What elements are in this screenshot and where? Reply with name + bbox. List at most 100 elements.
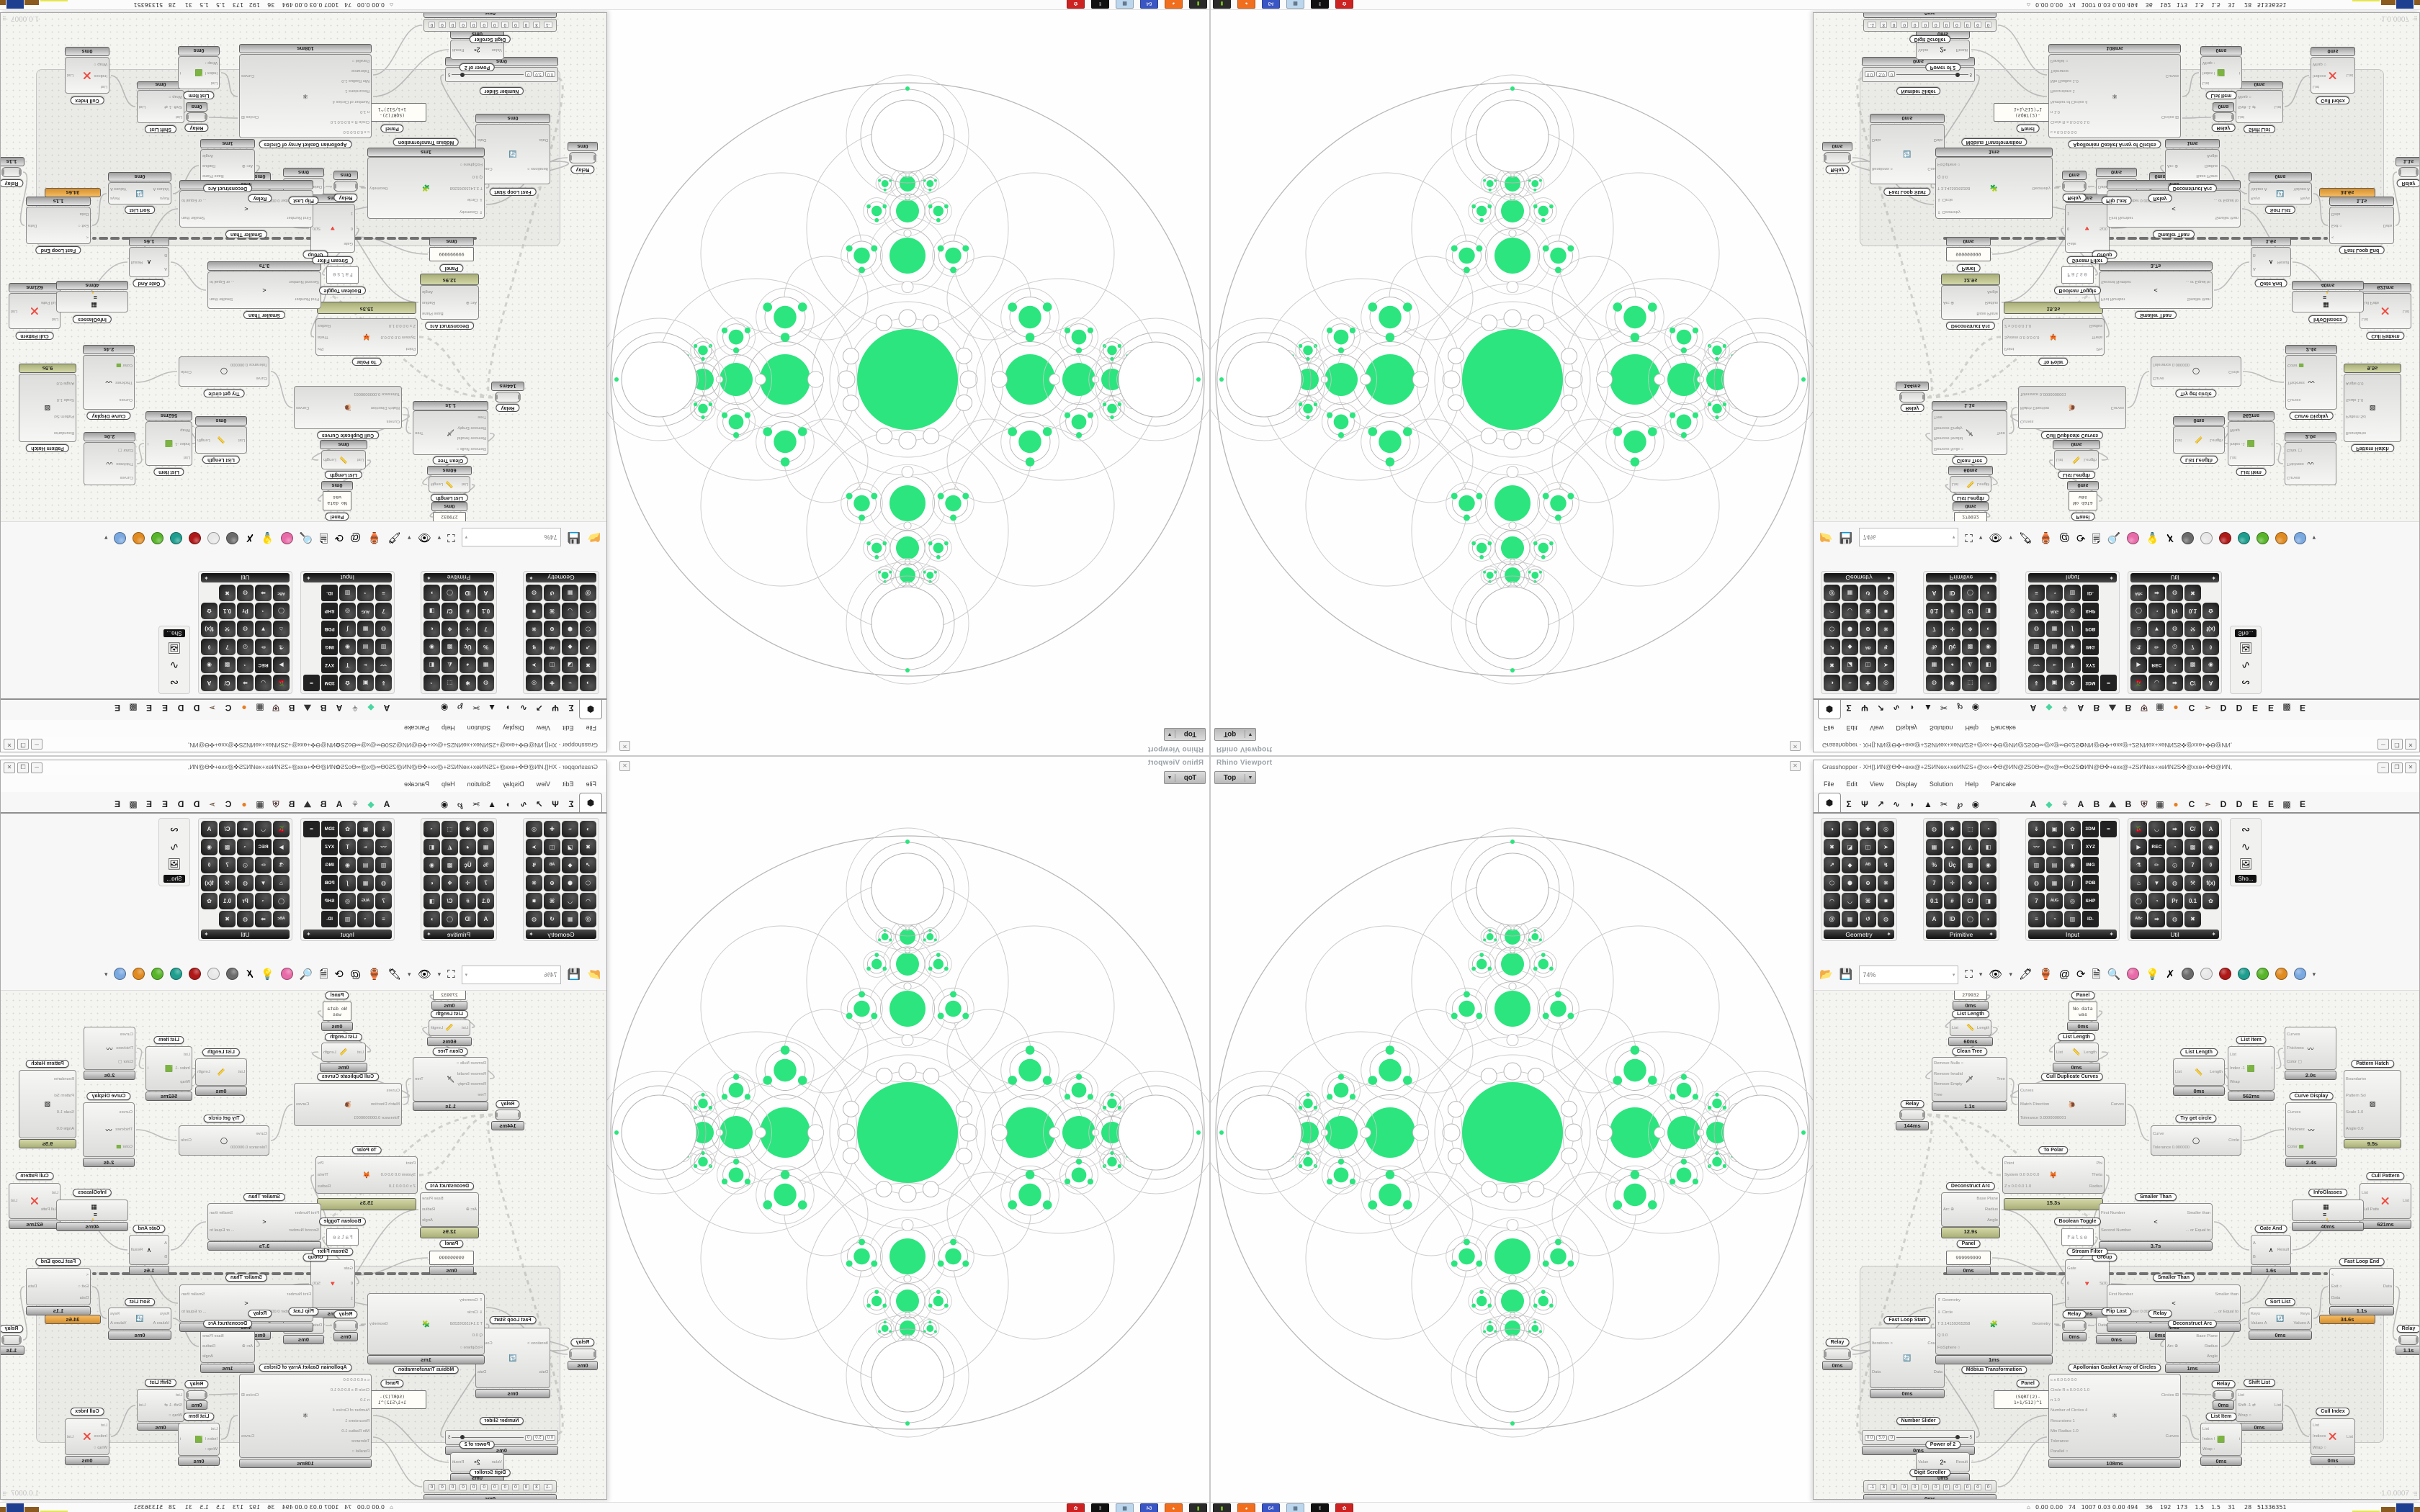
tab-icon[interactable]: ∿ bbox=[519, 799, 528, 809]
menu-solution[interactable]: Solution bbox=[1929, 780, 1953, 788]
component-icon[interactable]: PDB bbox=[321, 621, 338, 637]
component-icon[interactable]: ➡ bbox=[2148, 911, 2165, 927]
component-icon[interactable]: ✿ bbox=[2202, 603, 2219, 619]
exposure-icon[interactable]: 🏺 bbox=[367, 531, 381, 544]
tab-icon[interactable]: ▲ bbox=[488, 703, 496, 713]
resize-grip-icon[interactable]: ⠿ bbox=[2, 14, 6, 21]
red-gem-icon[interactable] bbox=[189, 531, 202, 545]
component-icon[interactable]: ⊕ bbox=[544, 875, 560, 891]
node-clean-tree[interactable]: Remove Nulls ○Remove Invalid ○Remove Emp… bbox=[413, 1057, 488, 1102]
component-icon[interactable]: ◯ bbox=[442, 911, 458, 927]
component-icon[interactable]: ✖ bbox=[219, 911, 236, 927]
tab-letter-A[interactable]: A bbox=[383, 799, 390, 809]
mini-panel-icon[interactable]: ∾ bbox=[2241, 676, 2251, 688]
dropdown-arrow-icon[interactable]: ▾ bbox=[408, 534, 411, 541]
component-icon[interactable]: ⬡ bbox=[580, 875, 596, 891]
mini-panel-label[interactable]: Sho... bbox=[2234, 629, 2257, 637]
component-icon[interactable]: ◫ bbox=[1860, 657, 1876, 673]
node-list-item[interactable]: List Index -1 Wrap 🟩 i bbox=[2228, 421, 2275, 466]
tab-letter-D[interactable]: D bbox=[177, 703, 184, 713]
component-icon[interactable]: ⌂ bbox=[273, 621, 290, 637]
component-icon[interactable]: ▼ bbox=[2148, 621, 2165, 637]
component-icon[interactable]: ◍ bbox=[526, 585, 542, 601]
orange-sphere-icon[interactable] bbox=[2275, 967, 2287, 982]
node-infoglasses[interactable]: 👓 ▦ ≡ 👍 bbox=[2292, 291, 2364, 312]
component-icon[interactable]: ◉ bbox=[201, 657, 218, 673]
component-icon[interactable]: ▶ bbox=[2130, 839, 2147, 855]
node-list-length[interactable]: List 📏 Length bbox=[1950, 1020, 1991, 1036]
node-list-length[interactable]: List 📏 Length bbox=[195, 426, 247, 454]
pink-box-icon[interactable] bbox=[2127, 531, 2140, 545]
maximize-button[interactable]: ❐ bbox=[17, 739, 29, 750]
component-icon[interactable]: 〰 bbox=[2028, 657, 2045, 673]
rhino-viewport[interactable]: Rhino Viewport Top ▼ ✕ bbox=[1211, 757, 1813, 1502]
boolean-toggle-node[interactable]: False bbox=[326, 266, 359, 284]
tab-letter-E[interactable]: E bbox=[115, 799, 121, 809]
tab-letter-B[interactable]: B bbox=[320, 799, 327, 809]
zoom-extents-icon[interactable]: ⛶ bbox=[1965, 968, 1973, 981]
component-icon[interactable]: ◎ bbox=[1878, 675, 1894, 691]
component-icon[interactable]: ⬢ bbox=[562, 621, 578, 637]
component-icon[interactable]: XYZ bbox=[321, 657, 338, 673]
component-icon[interactable]: XYZ bbox=[2082, 657, 2099, 673]
node-cull-duplicate-curves[interactable]: Curves Match Direction Tolerance 0.0000000… bbox=[2018, 386, 2126, 429]
component-icon[interactable]: ➡ bbox=[255, 585, 272, 601]
component-icon[interactable]: ⇓ bbox=[375, 821, 392, 837]
dropdown-arrow-icon[interactable]: ▾ bbox=[2009, 971, 2012, 978]
component-icon[interactable]: ➤ bbox=[1878, 839, 1894, 855]
tab-letter-A[interactable]: A bbox=[2030, 799, 2037, 809]
sketch-pen-icon[interactable]: 🖊 bbox=[2019, 968, 2033, 981]
orange-sphere-icon[interactable] bbox=[133, 967, 145, 982]
component-icon[interactable]: ◨ bbox=[1980, 603, 1996, 619]
node-deconstruct-arc[interactable]: Arc ⊕ Base Plane Radius Angle bbox=[2165, 149, 2220, 182]
tab-letter-E[interactable]: E bbox=[162, 799, 169, 809]
node-stream-filter[interactable]: Gate 0 1 🔻 S(0) bbox=[310, 1259, 355, 1308]
component-icon[interactable]: ◔ bbox=[357, 585, 374, 601]
node-deconstruct-arc[interactable]: Arc ⊕ Base Plane Radius Angle bbox=[420, 1192, 479, 1227]
component-icon[interactable]: ◆ bbox=[562, 639, 578, 655]
tab-letter-C[interactable]: C bbox=[225, 703, 232, 713]
canvas[interactable]: 1.0.0007 ⠿ Group 279932 0ms List Length List… bbox=[1814, 13, 2419, 521]
red-gem-icon[interactable] bbox=[2218, 531, 2231, 545]
dark-sphere-icon[interactable] bbox=[226, 531, 239, 545]
tab-icon[interactable]: ▩ bbox=[129, 703, 138, 713]
component-icon[interactable]: ✱ bbox=[460, 821, 476, 837]
menu-view[interactable]: View bbox=[536, 724, 550, 732]
component-icon[interactable]: ◍ bbox=[2166, 875, 2183, 891]
component-icon[interactable]: ▥ bbox=[2064, 585, 2081, 601]
floppy64-icon[interactable]: 64 bbox=[1262, 0, 1280, 9]
component-icon[interactable]: ⚒ bbox=[219, 875, 236, 891]
component-icon[interactable]: ◎ bbox=[526, 821, 542, 837]
component-icon[interactable]: ▩ bbox=[2184, 657, 2201, 673]
component-icon[interactable]: ➢ bbox=[2046, 657, 2063, 673]
component-icon[interactable]: SHP bbox=[2082, 893, 2099, 909]
component-icon[interactable]: ◎ bbox=[1878, 821, 1894, 837]
node-to-polar[interactable]: Point System 0.0 0.0 0.0 Z x 0.0 0.0 1.0 🦊 P… bbox=[2002, 1156, 2105, 1194]
node-list-length[interactable]: List 📏 Length bbox=[429, 1020, 470, 1036]
component-icon[interactable]: ⌁ bbox=[562, 821, 578, 837]
component-icon[interactable]: ✛ bbox=[460, 621, 476, 637]
zoom-extents-icon[interactable]: ⛶ bbox=[447, 531, 455, 544]
component-icon[interactable]: ▣ bbox=[357, 675, 374, 691]
at-doc-icon[interactable]: @ bbox=[2058, 968, 2070, 981]
component-icon[interactable]: ❖ bbox=[442, 621, 458, 637]
component-icon[interactable]: 3DM bbox=[2082, 675, 2099, 691]
dark-sphere-icon[interactable] bbox=[2181, 967, 2194, 982]
component-icon[interactable]: ◧ bbox=[424, 839, 440, 855]
component-icon[interactable]: ◍ bbox=[2166, 585, 2183, 601]
component-icon[interactable]: A bbox=[1926, 911, 1942, 927]
rhino-viewport[interactable]: Rhino Viewport Top ▼ ✕ bbox=[1211, 10, 1813, 755]
component-icon[interactable]: ⚱ bbox=[2202, 639, 2219, 655]
calculator-icon[interactable]: ▦ bbox=[1116, 0, 1134, 9]
viewport-close-icon[interactable]: ✕ bbox=[1790, 761, 1801, 771]
tab-letter-C[interactable]: C bbox=[225, 799, 232, 809]
pink-box-icon[interactable] bbox=[280, 531, 293, 545]
mini-panel-icon[interactable]: 🖼 bbox=[2238, 858, 2253, 870]
component-icon[interactable]: ⬢ bbox=[1842, 875, 1858, 891]
component-icon[interactable]: ◯ bbox=[442, 585, 458, 601]
tab-letter-E[interactable]: E bbox=[2267, 799, 2274, 809]
node-stream-filter[interactable]: Gate 0 1 🔻 S(0) bbox=[2065, 204, 2110, 253]
component-icon[interactable]: ᴬᴮᶜ bbox=[2130, 911, 2147, 927]
